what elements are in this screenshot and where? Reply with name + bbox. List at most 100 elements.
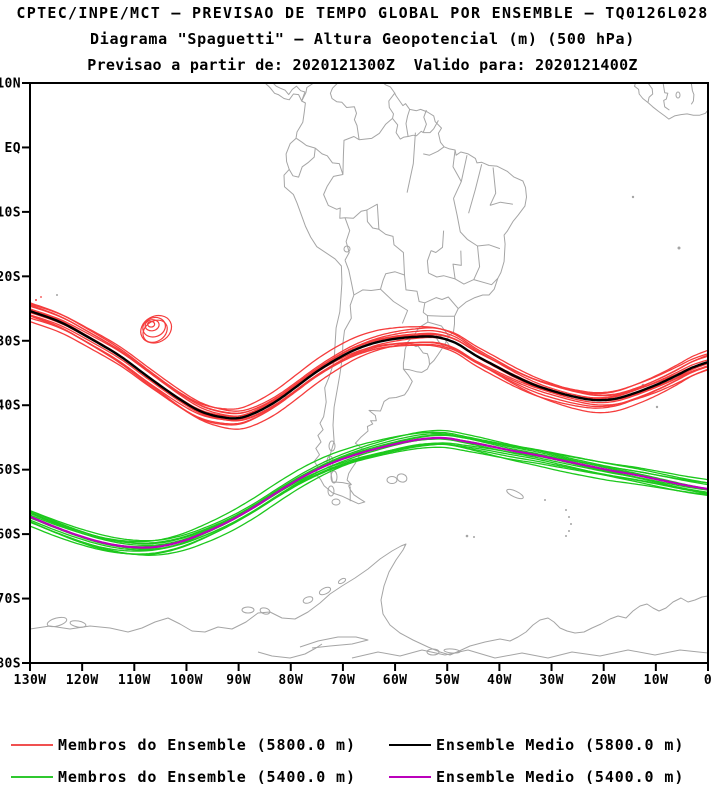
lon-tick-label: 0 xyxy=(704,673,712,688)
ensemble-member-line xyxy=(30,429,708,542)
lat-tick-label: 50S xyxy=(0,463,21,478)
island-outline xyxy=(241,606,255,614)
legend-line-members-5800-icon xyxy=(11,744,53,746)
lon-tick-label: 60W xyxy=(383,673,408,688)
legend-item-members-5400: Membros do Ensemble (5400.0 m) xyxy=(11,768,356,786)
island-outline xyxy=(343,245,351,253)
lat-tick-label: 70S xyxy=(0,592,21,607)
legend-item-mean-5800: Ensemble Medio (5800.0 m) xyxy=(389,736,685,754)
brazil-state-border xyxy=(453,198,468,240)
border-argentina-uruguay xyxy=(402,341,409,370)
lon-tick-label: 20W xyxy=(591,673,616,688)
island-outline xyxy=(426,648,440,656)
antarctica-ice-edge xyxy=(299,636,369,649)
lat-tick-label: 60S xyxy=(0,528,21,543)
brazil-state-border xyxy=(467,239,501,250)
lon-tick-label: 30W xyxy=(539,673,564,688)
closed-low-contour xyxy=(142,316,167,338)
ensemble-member-line xyxy=(30,442,708,552)
brazil-state-border xyxy=(406,132,416,193)
legend-line-mean-5400-icon xyxy=(389,775,431,779)
brazil-state-border xyxy=(453,155,468,199)
member-stray-mark xyxy=(35,299,37,301)
brazil-state-border xyxy=(366,203,380,230)
island-outline xyxy=(259,607,271,615)
lon-tick-label: 80W xyxy=(278,673,303,688)
antarctica-coastline xyxy=(30,543,708,656)
africa-border xyxy=(647,83,654,103)
border-colombia-venezuela xyxy=(329,83,360,140)
lat-tick-label: 20S xyxy=(0,270,21,285)
lat-tick-label: 30S xyxy=(0,334,21,349)
lon-tick-label: 40W xyxy=(487,673,512,688)
border-frguiana-brazil xyxy=(423,120,439,134)
ensemble-member-line xyxy=(30,320,708,425)
lat-tick-label: 10N xyxy=(0,77,21,92)
ensemble-member-line xyxy=(30,443,708,556)
lon-tick-label: 120W xyxy=(66,673,99,688)
small-island-dot xyxy=(570,523,572,525)
brazil-state-border xyxy=(424,296,459,309)
border-paraguay-argentina xyxy=(380,288,409,324)
island-outline xyxy=(327,485,335,497)
border-venezuela-brazil xyxy=(359,118,393,141)
small-island-dot xyxy=(544,499,546,501)
small-island-dot xyxy=(568,516,570,518)
legend-label-members-5400: Membros do Ensemble (5400.0 m) xyxy=(58,768,356,786)
border-chile-argentina xyxy=(328,294,355,485)
legend-label-mean-5800: Ensemble Medio (5800.0 m) xyxy=(436,736,685,754)
lat-tick-label: 10S xyxy=(0,205,21,220)
brazil-state-border xyxy=(428,272,475,285)
small-island-dot xyxy=(568,530,570,532)
small-island-dot xyxy=(473,536,475,538)
border-bolivia-argentina xyxy=(353,288,381,296)
ensemble-member-line xyxy=(30,314,708,422)
brazil-state-border xyxy=(452,149,462,182)
legend-line-mean-5800-icon xyxy=(389,743,431,747)
island-outline xyxy=(46,616,68,628)
island-outline xyxy=(302,596,314,604)
small-island-dot xyxy=(565,509,567,511)
brazil-state-border xyxy=(426,250,432,274)
border-guyana-suriname xyxy=(405,109,411,137)
lat-tick-label: 80S xyxy=(0,657,21,672)
ensemble-member-line xyxy=(30,434,708,545)
border-brazil-uruguay xyxy=(407,341,430,365)
ensemble-mean-line-5400 xyxy=(30,436,708,549)
south-america-coastline xyxy=(283,83,527,505)
closed-low-contour xyxy=(144,319,160,332)
border-colombia-brazil-peru xyxy=(314,136,360,175)
border-paraguay-brazil xyxy=(404,274,426,313)
ensemble-member-line xyxy=(30,317,708,430)
brazil-state-border xyxy=(427,315,455,317)
border-guyana-brazil xyxy=(392,118,414,140)
brazil-state-border xyxy=(452,250,462,279)
island-outline xyxy=(328,440,336,452)
ensemble-member-line xyxy=(30,304,708,410)
ensemble-member-line xyxy=(30,446,708,555)
lon-tick-label: 110W xyxy=(118,673,151,688)
closed-low-contour xyxy=(140,314,173,344)
border-bolivia-brazil xyxy=(344,209,405,276)
small-island-dot xyxy=(631,195,635,199)
closed-low-contour xyxy=(147,320,156,328)
ensemble-member-line xyxy=(30,437,708,550)
island-outline xyxy=(337,577,347,585)
island-outline xyxy=(69,620,87,628)
lon-tick-label: 100W xyxy=(170,673,203,688)
small-island-dot xyxy=(655,405,659,409)
brazil-state-border xyxy=(489,201,513,206)
chart-title-line3: Previsao a partir de: 2020121300Z Valido… xyxy=(87,56,638,74)
legend-line-members-5400-icon xyxy=(11,776,53,778)
world-map-layer xyxy=(30,83,708,659)
ensemble-data-layer xyxy=(30,296,708,556)
brazil-state-border xyxy=(489,167,497,206)
legend-label-mean-5400: Ensemble Medio (5400.0 m) xyxy=(436,768,685,786)
brazil-state-border xyxy=(423,146,445,156)
border-bolivia-chile xyxy=(344,260,355,296)
ensemble-member-line xyxy=(30,442,708,556)
plot-frame xyxy=(29,82,709,664)
closed-low-contour xyxy=(142,319,168,343)
border-bolivia-paraguay xyxy=(380,271,405,290)
